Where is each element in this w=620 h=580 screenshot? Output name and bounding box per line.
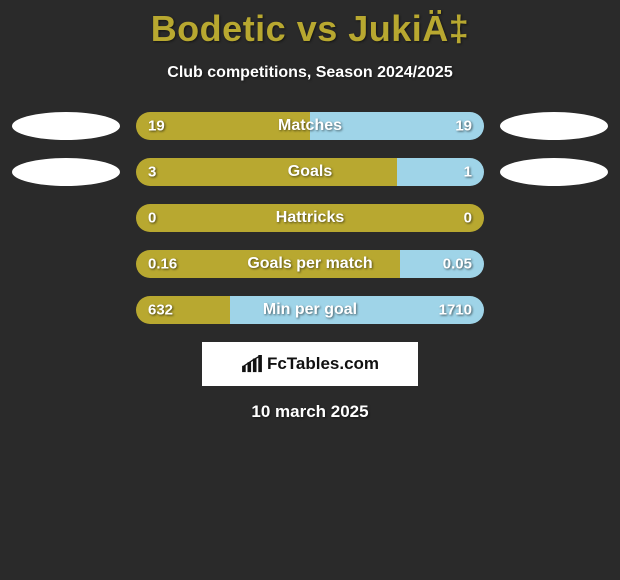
- stat-value-right: 1710: [439, 302, 472, 319]
- stat-bar: 0 0 Hattricks: [136, 204, 484, 232]
- team-badge-left: [12, 158, 120, 186]
- bar-chart-icon: [241, 355, 263, 373]
- stat-value-right: 1: [464, 164, 472, 181]
- team-badge-left: [12, 112, 120, 140]
- brand-text: FcTables.com: [267, 354, 379, 374]
- stat-label: Hattricks: [276, 209, 344, 227]
- stat-value-left: 632: [148, 302, 173, 319]
- stat-bar: 0.16 0.05 Goals per match: [136, 250, 484, 278]
- stat-value-right: 0.05: [443, 256, 472, 273]
- stat-label: Min per goal: [263, 301, 357, 319]
- stat-bar: 632 1710 Min per goal: [136, 296, 484, 324]
- stat-row: 0 0 Hattricks: [0, 204, 620, 232]
- brand-logo-inner: FcTables.com: [241, 354, 379, 374]
- stat-value-right: 19: [455, 118, 472, 135]
- stat-value-left: 0.16: [148, 256, 177, 273]
- date-label: 10 march 2025: [0, 402, 620, 422]
- stat-row: 632 1710 Min per goal: [0, 296, 620, 324]
- stat-row: 0.16 0.05 Goals per match: [0, 250, 620, 278]
- team-badge-right: [500, 112, 608, 140]
- subtitle: Club competitions, Season 2024/2025: [0, 64, 620, 82]
- stat-label: Matches: [278, 117, 342, 135]
- stat-label: Goals: [288, 163, 332, 181]
- bar-segment-left: [136, 158, 397, 186]
- stat-row: 19 19 Matches: [0, 112, 620, 140]
- stat-value-right: 0: [464, 210, 472, 227]
- stat-row: 3 1 Goals: [0, 158, 620, 186]
- comparison-widget: Bodetic vs JukiÄ‡ Club competitions, Sea…: [0, 0, 620, 580]
- stat-value-left: 19: [148, 118, 165, 135]
- stat-value-left: 0: [148, 210, 156, 227]
- brand-logo[interactable]: FcTables.com: [202, 342, 418, 386]
- stat-bar: 3 1 Goals: [136, 158, 484, 186]
- stats-list: 19 19 Matches 3 1 Goals 0 0 Hattricks 0.16 0.05 Goa…: [0, 112, 620, 324]
- stat-value-left: 3: [148, 164, 156, 181]
- stat-bar: 19 19 Matches: [136, 112, 484, 140]
- team-badge-right: [500, 158, 608, 186]
- stat-label: Goals per match: [247, 255, 372, 273]
- page-title: Bodetic vs JukiÄ‡: [0, 0, 620, 50]
